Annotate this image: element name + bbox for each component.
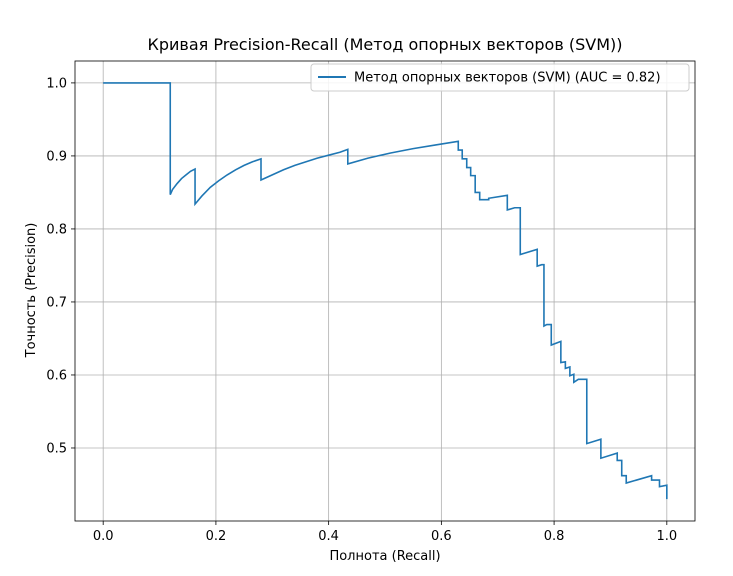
legend-box (310, 63, 690, 92)
plot-area (103, 82, 668, 500)
legend-entry-svm: Метод опорных векторов (SVM) (AUC = 0.82… (354, 71, 661, 86)
y-tick-label: 0.5 (46, 441, 67, 456)
axes (74, 60, 696, 522)
x-axis-ticks: 0.0 0.2 0.4 0.6 0.8 1.0 (93, 521, 677, 544)
chart-title: Кривая Precision-Recall (Метод опорных в… (148, 35, 623, 54)
y-tick-label: 0.8 (46, 222, 67, 237)
x-tick-label: 1.0 (656, 529, 677, 544)
x-tick-label: 0.6 (431, 529, 452, 544)
y-tick-label: 0.9 (46, 149, 67, 164)
y-axis-ticks: 0.5 0.6 0.7 0.8 0.9 1.0 (46, 76, 75, 456)
x-tick-label: 0.0 (93, 529, 114, 544)
x-tick-label: 0.2 (206, 529, 227, 544)
y-tick-label: 0.7 (46, 295, 67, 310)
y-axis-label: Точность (Precision) (24, 223, 39, 359)
y-tick-label: 0.6 (46, 368, 67, 383)
series-line-0 (103, 82, 668, 500)
x-tick-label: 0.8 (544, 529, 565, 544)
axes-frame (74, 60, 696, 522)
legend: Метод опорных векторов (SVM) (AUC = 0.82… (310, 63, 690, 92)
x-tick-label: 0.4 (318, 529, 339, 544)
x-axis-label: Полнота (Recall) (329, 549, 440, 564)
grid (75, 61, 695, 521)
y-tick-label: 1.0 (46, 76, 67, 91)
